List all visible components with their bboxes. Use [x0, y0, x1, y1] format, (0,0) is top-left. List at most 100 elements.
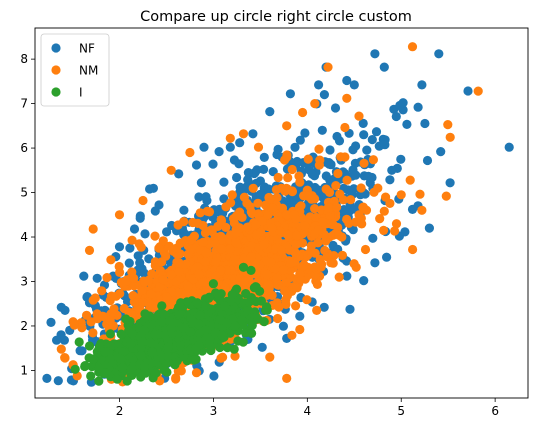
point-NM: [303, 154, 313, 164]
point-NF: [191, 160, 202, 170]
point-NM: [251, 220, 261, 230]
point-NM: [268, 203, 278, 213]
point-NF: [75, 346, 85, 356]
point-NF: [122, 296, 133, 307]
point-NF: [135, 213, 145, 223]
point-NF: [53, 376, 63, 386]
point-NM: [342, 175, 352, 185]
point-NM: [239, 277, 249, 287]
point-NF: [342, 271, 352, 281]
point-I: [195, 310, 205, 320]
point-NM: [313, 238, 323, 248]
point-I: [237, 315, 247, 325]
point-NM: [310, 262, 320, 272]
point-I: [192, 298, 202, 308]
point-NM: [351, 262, 361, 272]
point-NM: [171, 374, 181, 384]
point-I: [127, 328, 137, 338]
point-NF: [387, 165, 397, 175]
point-NM: [198, 237, 208, 247]
point-I: [117, 363, 127, 373]
point-NF: [319, 90, 329, 100]
point-NF: [420, 118, 430, 129]
point-NM: [105, 315, 115, 325]
point-NM: [295, 324, 305, 335]
point-NM: [225, 133, 235, 143]
point-NM: [312, 305, 322, 315]
point-NM: [286, 258, 296, 268]
point-NM: [273, 313, 283, 324]
point-NM: [115, 289, 125, 299]
point-NM: [274, 302, 284, 312]
point-NF: [342, 75, 352, 86]
point-NM: [174, 258, 184, 268]
point-NM: [253, 142, 264, 152]
point-NF: [434, 49, 444, 59]
point-I: [157, 301, 167, 311]
point-NM: [473, 86, 483, 96]
point-NM: [106, 255, 116, 265]
point-NM: [408, 244, 418, 255]
point-NF: [174, 169, 184, 179]
point-NF: [42, 373, 52, 383]
point-NF: [379, 62, 389, 72]
point-NM: [195, 208, 205, 218]
point-NM: [127, 235, 137, 245]
point-I: [159, 309, 169, 319]
point-NM: [294, 171, 304, 181]
point-NF: [259, 152, 269, 162]
point-NM: [239, 253, 249, 263]
legend-label-I: I: [79, 86, 83, 100]
point-I: [205, 341, 215, 351]
legend-box: [40, 33, 110, 107]
point-NM: [106, 291, 117, 301]
point-NF: [339, 205, 349, 215]
point-NM: [230, 351, 240, 361]
point-NM: [282, 373, 292, 383]
point-NF: [424, 223, 434, 233]
point-NM: [282, 210, 292, 220]
y-tick-label: 8: [20, 52, 28, 66]
point-NM: [98, 311, 108, 321]
point-NF: [402, 119, 412, 129]
point-NM: [344, 218, 354, 228]
point-NF: [135, 258, 145, 268]
point-NM: [188, 217, 198, 228]
point-I: [189, 355, 199, 365]
point-NM: [356, 183, 366, 193]
point-NF: [234, 159, 244, 169]
point-I: [94, 363, 104, 373]
point-NM: [310, 194, 320, 204]
point-NF: [133, 251, 143, 261]
point-NF: [385, 175, 395, 185]
legend-marker-NF: [51, 43, 61, 53]
point-NM: [310, 204, 320, 214]
point-NM: [204, 207, 215, 217]
y-tick-label: 1: [20, 363, 28, 377]
point-I: [139, 361, 150, 372]
point-NF: [46, 317, 56, 327]
point-NF: [463, 86, 473, 96]
point-NF: [199, 142, 209, 152]
point-I: [205, 335, 215, 345]
point-NF: [278, 321, 288, 331]
point-NM: [323, 203, 333, 213]
point-NM: [291, 214, 301, 224]
plot-points: [42, 42, 514, 387]
point-NF: [263, 184, 273, 194]
point-NM: [373, 183, 383, 193]
point-I: [238, 262, 249, 272]
point-NF: [194, 192, 204, 202]
point-I: [84, 341, 95, 351]
point-NM: [227, 190, 237, 200]
point-NF: [351, 141, 361, 151]
point-NM: [225, 244, 235, 254]
x-tick-label: 6: [491, 404, 499, 418]
point-NM: [211, 271, 221, 281]
point-NF: [139, 268, 149, 278]
point-NM: [405, 175, 415, 185]
point-NF: [300, 128, 310, 138]
point-NM: [335, 189, 345, 199]
point-NM: [198, 277, 208, 287]
point-NF: [367, 135, 377, 145]
